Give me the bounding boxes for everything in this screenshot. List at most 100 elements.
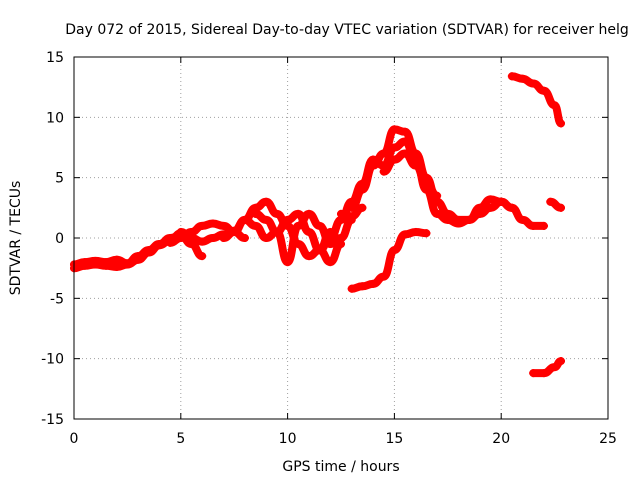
data-point-marker (550, 363, 559, 372)
data-point-marker (166, 238, 175, 247)
y-tick-label: 0 (55, 231, 64, 247)
data-point-marker (198, 221, 207, 230)
y-tick-label: 10 (46, 110, 64, 126)
data-point-marker (546, 197, 555, 206)
data-point-marker (208, 219, 217, 228)
data-point-marker (262, 197, 271, 206)
data-point-marker (251, 209, 260, 218)
y-tick-label: 15 (46, 50, 64, 66)
y-axis-label: SDTVAR / TECUs (8, 181, 24, 296)
data-point-marker (326, 258, 335, 267)
data-point-marker (347, 203, 356, 212)
data-point-marker (401, 127, 410, 136)
x-tick-label: 5 (176, 431, 185, 447)
data-point-marker (379, 272, 388, 281)
data-point-marker (507, 72, 516, 81)
y-tick-label: 5 (55, 171, 64, 187)
data-point-marker (518, 215, 527, 224)
data-point-marker (283, 258, 292, 267)
data-point-marker (539, 86, 548, 95)
data-point-marker (557, 357, 566, 366)
data-point-marker (465, 215, 474, 224)
data-point-marker (294, 221, 303, 230)
data-point-marker (176, 227, 185, 236)
data-point-marker (401, 149, 410, 158)
data-point-marker (422, 229, 431, 238)
data-point-marker (539, 369, 548, 378)
data-point-marker (251, 221, 260, 230)
data-point-marker (187, 234, 196, 242)
data-point-marker (123, 260, 132, 269)
series-line-arc-11 (347, 228, 431, 293)
data-point-marker (486, 195, 495, 204)
data-point-marker (411, 161, 420, 170)
data-point-marker (529, 221, 538, 230)
data-point-marker (369, 161, 378, 170)
data-point-marker (219, 234, 228, 242)
data-point-marker (347, 212, 356, 221)
data-point-marker (283, 215, 292, 224)
data-point-marker (454, 215, 463, 224)
data-point-marker (112, 262, 121, 271)
data-point-marker (379, 149, 388, 158)
data-point-marker (390, 125, 399, 134)
data-point-marker (315, 246, 324, 255)
data-point-marker (294, 209, 303, 218)
data-point-marker (433, 209, 442, 218)
data-point-marker (337, 209, 345, 218)
chart-title: Day 072 of 2015, Sidereal Day-to-day VTE… (65, 22, 628, 38)
data-point-marker (390, 246, 399, 255)
data-point-marker (272, 209, 281, 218)
data-point-marker (304, 209, 313, 218)
data-series-layer (70, 72, 566, 378)
x-tick-label: 20 (492, 431, 510, 447)
series-line-arc-6 (251, 209, 356, 267)
data-point-marker (539, 221, 548, 230)
data-point-marker (240, 215, 249, 224)
data-point-marker (198, 237, 207, 246)
data-point-marker (304, 252, 313, 261)
data-point-marker (411, 227, 420, 236)
data-point-marker (219, 221, 228, 230)
data-point-marker (208, 234, 217, 242)
series-line-arc-14 (529, 357, 565, 378)
data-point-marker (155, 241, 164, 250)
data-point-marker (240, 234, 249, 242)
data-point-marker (557, 203, 566, 212)
data-point-marker (337, 234, 345, 242)
data-point-marker (347, 284, 356, 293)
data-point-marker (358, 282, 367, 291)
data-point-marker (134, 255, 143, 264)
data-point-marker (518, 74, 527, 83)
y-tick-label: -15 (41, 412, 64, 428)
data-point-marker (443, 209, 452, 218)
data-point-marker (550, 101, 559, 110)
data-point-marker (358, 203, 367, 212)
data-point-marker (507, 203, 516, 212)
axis-ticks: 0 5 10 15 20 25 -15 -10 -5 0 5 10 15 (41, 50, 617, 447)
x-tick-label: 10 (279, 431, 297, 447)
data-point-marker (91, 260, 100, 269)
y-tick-label: -10 (41, 352, 64, 368)
data-point-marker (80, 261, 89, 270)
data-point-marker (486, 203, 495, 212)
data-point-marker (475, 203, 484, 212)
data-point-marker (315, 221, 324, 230)
data-point-marker (529, 79, 538, 88)
data-point-marker (379, 167, 388, 176)
data-point-marker (433, 191, 442, 200)
data-point-marker (144, 248, 153, 257)
x-tick-label: 0 (70, 431, 79, 447)
data-point-marker (557, 119, 566, 128)
data-point-marker (198, 252, 207, 261)
data-point-marker (401, 230, 410, 239)
data-point-marker (390, 155, 399, 164)
x-axis-label: GPS time / hours (282, 459, 399, 475)
data-point-marker (102, 261, 111, 270)
data-point-marker (326, 234, 335, 242)
data-point-marker (497, 197, 506, 206)
data-point-marker (272, 227, 281, 236)
data-point-marker (230, 227, 239, 236)
